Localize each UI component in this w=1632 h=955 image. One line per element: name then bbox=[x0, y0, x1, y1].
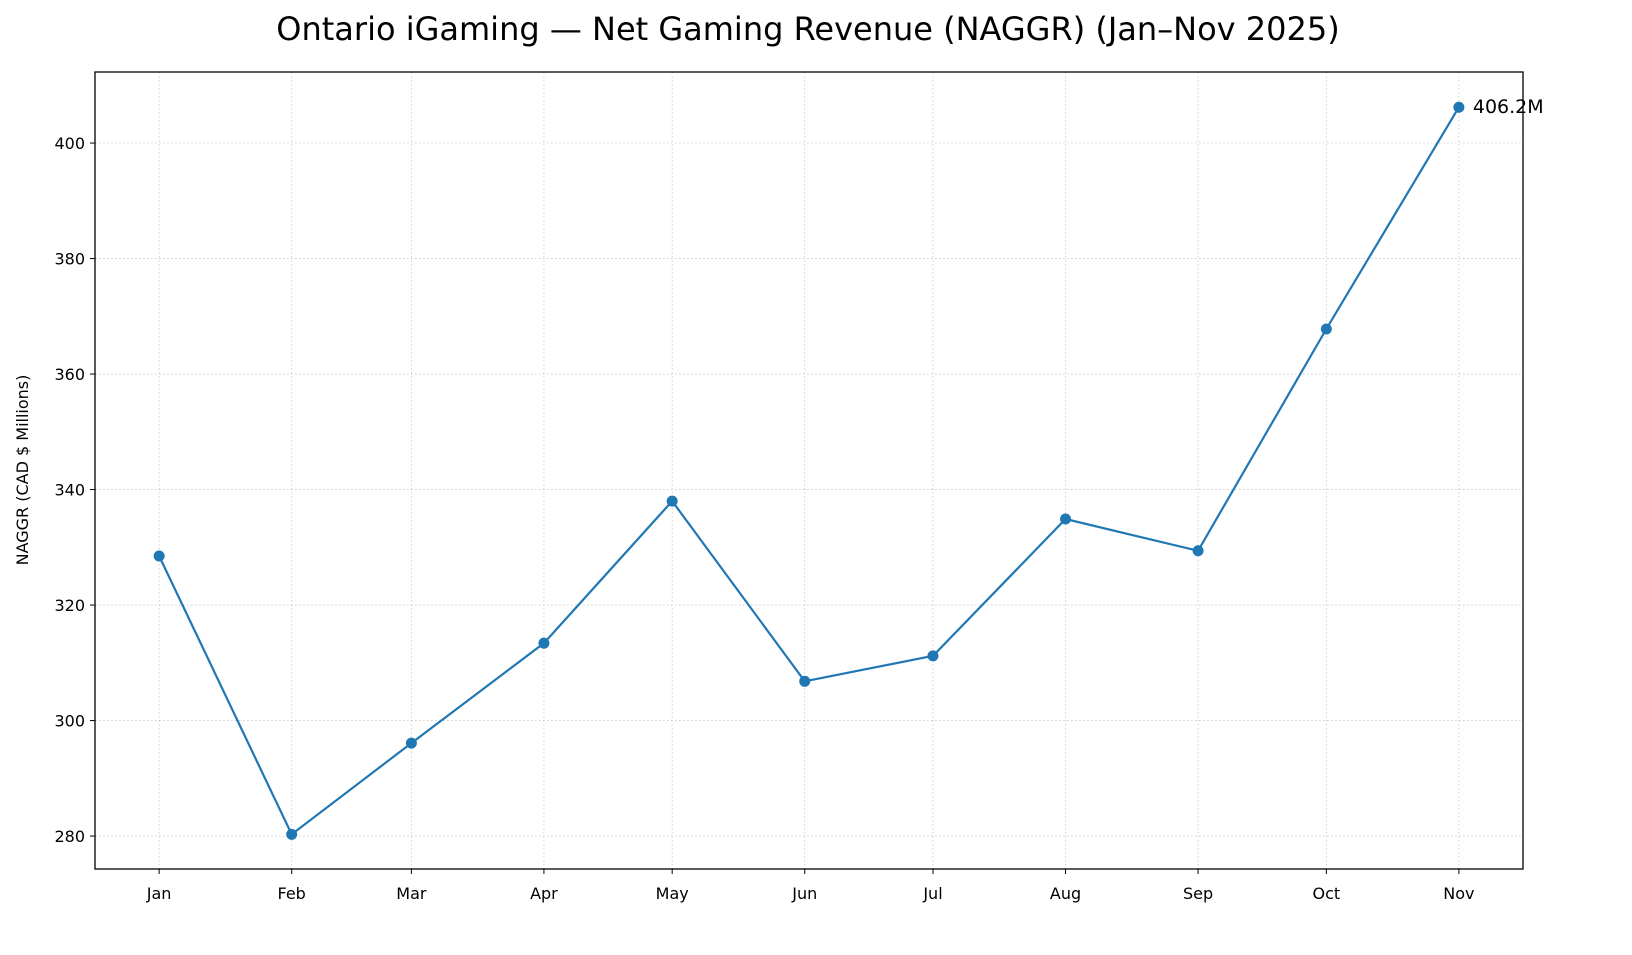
y-tick-label: 380 bbox=[54, 250, 85, 269]
x-tick-label: Sep bbox=[1183, 884, 1213, 903]
x-tick-label: Feb bbox=[278, 884, 306, 903]
data-point bbox=[1192, 545, 1204, 557]
data-point bbox=[1060, 513, 1072, 525]
data-point bbox=[405, 737, 417, 749]
data-point bbox=[153, 550, 165, 562]
grid bbox=[95, 72, 1523, 869]
data-point bbox=[1453, 101, 1465, 113]
series-line bbox=[158, 106, 1460, 837]
x-tick-label: Nov bbox=[1443, 884, 1474, 903]
series: 406.2M bbox=[153, 96, 1544, 840]
y-tick-label: 320 bbox=[54, 596, 85, 615]
x-tick-label: May bbox=[656, 884, 689, 903]
x-tick-label: Mar bbox=[396, 884, 427, 903]
y-tick-label: 300 bbox=[54, 712, 85, 731]
data-label: 406.2M bbox=[1473, 96, 1544, 118]
x-tick-label: Jun bbox=[791, 884, 817, 903]
ticks: 280 300 320 340 360 380 400 Jan Feb Mar Apr May Jun J… bbox=[54, 134, 1474, 903]
chart-title: Ontario iGaming — Net Gaming Revenue (NA… bbox=[276, 10, 1339, 48]
y-axis-label: NAGGR (CAD $ Millions) bbox=[13, 375, 32, 566]
data-point bbox=[666, 495, 678, 507]
data-point bbox=[1320, 323, 1332, 335]
x-tick-label: Jan bbox=[146, 884, 172, 903]
x-tick-label: Apr bbox=[530, 884, 558, 903]
data-point bbox=[799, 675, 811, 687]
x-tick-label: Oct bbox=[1312, 884, 1340, 903]
x-tick-label: Aug bbox=[1050, 884, 1081, 903]
y-tick-label: 340 bbox=[54, 481, 85, 500]
data-point bbox=[927, 650, 939, 662]
plot-frame bbox=[94, 71, 1524, 870]
y-tick-label: 360 bbox=[54, 365, 85, 384]
y-tick-label: 400 bbox=[54, 134, 85, 153]
x-tick-label: Jul bbox=[922, 884, 942, 903]
data-point bbox=[538, 637, 550, 649]
data-point bbox=[286, 828, 298, 840]
y-tick-label: 280 bbox=[54, 827, 85, 846]
